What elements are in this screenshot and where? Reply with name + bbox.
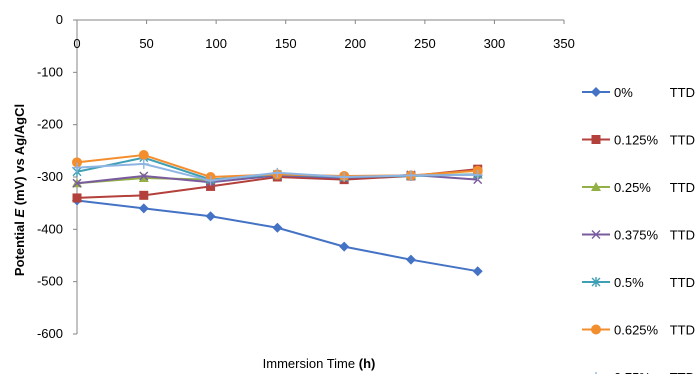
y-axis-title: Potential E (mV) vs Ag/AgCl	[12, 104, 27, 276]
legend-item-3: 0.375% TTD	[582, 228, 695, 243]
series-layer	[72, 150, 483, 277]
legend-label-suffix: TTD	[670, 228, 695, 243]
legend-label-suffix: TTD	[670, 85, 695, 100]
data-point	[472, 266, 483, 277]
legend-label: 0.625%	[614, 323, 659, 338]
legend-item-1: 0.125% TTD	[582, 133, 695, 148]
legend-marker	[591, 230, 601, 239]
legend-label-suffix: TTD	[670, 370, 695, 374]
legend-marker	[591, 87, 601, 97]
legend-label-suffix: TTD	[670, 323, 695, 338]
data-point	[139, 171, 149, 181]
y-tick-label: -200	[37, 117, 63, 132]
data-point	[405, 254, 416, 265]
y-tick-label: -100	[37, 64, 63, 79]
x-tick-label: 50	[139, 36, 153, 51]
x-axis-title: Immersion Time (h)	[263, 356, 376, 371]
data-point	[72, 178, 82, 188]
legend-label: 0.5%	[614, 275, 644, 290]
legend-item-5: 0.625% TTD	[582, 323, 695, 338]
data-point	[72, 162, 82, 173]
data-point	[138, 203, 149, 214]
legend-marker	[591, 277, 601, 287]
data-point	[138, 150, 149, 161]
legend-label-suffix: TTD	[670, 180, 695, 195]
data-point	[72, 193, 82, 203]
legend-label-suffix: TTD	[670, 133, 695, 148]
legend-label-suffix: TTD	[670, 275, 695, 290]
series-0	[72, 195, 483, 277]
legend-marker	[591, 135, 601, 144]
data-point	[405, 170, 416, 181]
legend-item-2: 0.25% TTD	[582, 180, 695, 195]
data-point	[205, 211, 216, 222]
data-point	[138, 158, 149, 169]
legend-label: 0%	[614, 85, 633, 100]
y-tick-label: -500	[37, 274, 63, 289]
legend-marker	[591, 324, 601, 335]
x-tick-label: 350	[553, 36, 575, 51]
data-point	[272, 167, 283, 178]
legend-label: 0.75%	[614, 370, 651, 374]
legend-label: 0.125%	[614, 133, 659, 148]
x-tick-label: 100	[205, 36, 227, 51]
data-point	[206, 181, 216, 191]
y-tick-label: -300	[37, 169, 63, 184]
legend-item-6: 0.75% TTD	[595, 370, 695, 374]
legend-label: 0.375%	[614, 228, 659, 243]
x-tick-label: 0	[73, 36, 80, 51]
x-tick-label: 150	[275, 36, 297, 51]
data-point	[339, 241, 350, 252]
data-point	[339, 172, 350, 182]
x-tick-label: 200	[344, 36, 366, 51]
y-tick-label: -400	[37, 221, 63, 236]
data-point	[72, 157, 82, 168]
axes: 0 50 100 150 200 250 300 350 0 -100 -200 -300 -400 -5…	[37, 12, 575, 341]
legend-item-0: 0% TTD	[582, 85, 695, 100]
legend-item-4: 0.5% TTD	[582, 275, 695, 290]
data-point	[272, 222, 283, 233]
x-tick-label: 250	[414, 36, 436, 51]
data-point	[472, 169, 483, 180]
data-point	[138, 173, 149, 183]
x-tick-label: 300	[484, 36, 506, 51]
y-tick-label: 0	[56, 12, 63, 27]
legend-marker	[591, 182, 601, 191]
series-line	[76, 199, 478, 273]
series-6	[72, 158, 483, 186]
y-tick-label: -600	[37, 326, 63, 341]
data-point	[205, 175, 216, 186]
data-point	[139, 190, 149, 200]
legend-label: 0.25%	[614, 180, 651, 195]
